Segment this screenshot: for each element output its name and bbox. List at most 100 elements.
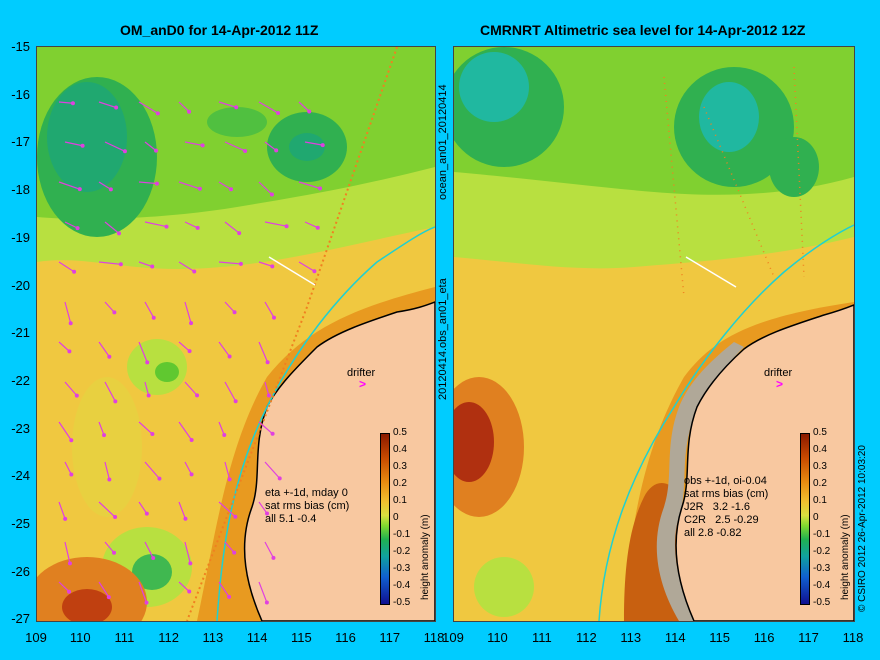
current-vector bbox=[98, 181, 112, 190]
current-vector-head bbox=[232, 310, 237, 315]
longitude-tick-label: 115 bbox=[709, 630, 731, 645]
current-vector-head bbox=[112, 310, 117, 315]
anomaly-low-west-core bbox=[47, 82, 127, 192]
right-map-panel: obs +-1d, oi-0.04 sat rms bias (cm) J2R … bbox=[453, 46, 855, 622]
current-vector bbox=[258, 261, 273, 267]
colorbar-tick-label: 0 bbox=[393, 512, 399, 523]
latitude-tick-label: -23 bbox=[11, 420, 30, 436]
anomaly-low-ne bbox=[769, 137, 819, 197]
current-vector bbox=[264, 541, 274, 559]
longitude-tick-label: 114 bbox=[664, 630, 686, 645]
longitude-tick-label: 114 bbox=[246, 630, 268, 645]
current-vector-head bbox=[146, 393, 151, 398]
current-vector bbox=[178, 261, 195, 273]
current-vector-head bbox=[277, 476, 282, 481]
current-vector bbox=[298, 261, 315, 272]
current-vector-head bbox=[234, 105, 239, 110]
current-vector bbox=[64, 381, 78, 396]
colorbar-tick-label: -0.5 bbox=[813, 597, 831, 608]
current-vector bbox=[58, 181, 80, 190]
current-vector bbox=[224, 461, 231, 480]
current-vector bbox=[264, 141, 277, 151]
current-vector-head bbox=[67, 561, 72, 566]
current-vector-head bbox=[200, 143, 205, 148]
latitude-tick-label: -24 bbox=[11, 468, 30, 484]
current-vector-head bbox=[274, 148, 279, 153]
current-vector-head bbox=[108, 187, 113, 192]
right-map-title: CMRNRT Altimetric sea level for 14-Apr-2… bbox=[480, 22, 806, 38]
current-vector-head bbox=[318, 186, 323, 191]
current-vector-head bbox=[276, 111, 281, 115]
longitude-tick-label: 113 bbox=[620, 630, 642, 645]
colorbar-tick-label: -0.4 bbox=[813, 580, 831, 591]
colorbar-tick-label: 0.5 bbox=[393, 427, 407, 438]
colorbar-tick-label: 0.1 bbox=[813, 495, 827, 506]
longitude-tick-label: 112 bbox=[575, 630, 597, 645]
current-vector-head bbox=[67, 589, 72, 594]
current-vector-head bbox=[187, 349, 192, 354]
latitude-tick-label: -20 bbox=[11, 277, 30, 293]
current-vector bbox=[98, 101, 117, 109]
current-vector bbox=[178, 181, 201, 190]
current-vector-head bbox=[150, 432, 155, 437]
longitude-tick-label: 116 bbox=[753, 630, 775, 645]
longitude-tick-label: 112 bbox=[158, 630, 180, 645]
current-vector-head bbox=[265, 511, 270, 516]
colorbar-tick-label: -0.4 bbox=[393, 580, 411, 591]
colorbar-tick-label: -0.3 bbox=[813, 563, 831, 574]
current-vector bbox=[224, 301, 235, 313]
current-vector bbox=[144, 541, 154, 559]
current-vector bbox=[104, 301, 115, 313]
current-vector bbox=[224, 541, 235, 553]
masked-shelf bbox=[656, 342, 744, 621]
current-vector bbox=[58, 421, 72, 441]
drifter-track bbox=[685, 256, 737, 288]
current-vector-head bbox=[80, 143, 85, 148]
current-vector bbox=[184, 301, 192, 324]
longitude-tick-label: 115 bbox=[290, 630, 312, 645]
longitude-tick-label: 109 bbox=[25, 630, 47, 645]
colorbar-tick-label: 0.3 bbox=[393, 461, 407, 472]
current-vector bbox=[218, 261, 241, 265]
current-vector-head bbox=[232, 550, 237, 555]
latitude-tick-label: -17 bbox=[11, 134, 30, 150]
current-vector bbox=[298, 101, 310, 112]
colorbar-tick-label: -0.3 bbox=[393, 563, 411, 574]
current-vector-head bbox=[145, 360, 150, 365]
current-vector-head bbox=[68, 321, 73, 326]
current-vector-head bbox=[111, 550, 116, 555]
current-vector bbox=[64, 141, 83, 147]
current-vector bbox=[138, 501, 148, 514]
current-vector bbox=[178, 101, 190, 113]
current-vector bbox=[184, 141, 203, 147]
current-vector-head bbox=[266, 393, 271, 398]
current-vector bbox=[224, 221, 240, 234]
current-vector bbox=[98, 341, 110, 358]
right-drifter-arrow: > bbox=[776, 377, 784, 391]
anomaly-low-south-1 bbox=[155, 362, 179, 382]
current-vector bbox=[98, 261, 121, 265]
current-vector-head bbox=[227, 354, 232, 359]
current-vector-head bbox=[77, 187, 82, 192]
satellite-tracks bbox=[663, 66, 805, 298]
current-vector bbox=[58, 581, 70, 593]
current-vector-head bbox=[74, 393, 79, 398]
current-vector bbox=[184, 221, 198, 229]
colorbar-tick-label: -0.2 bbox=[393, 546, 411, 557]
current-vector bbox=[138, 581, 148, 603]
right-colorbar bbox=[800, 433, 810, 605]
current-vector bbox=[64, 541, 71, 564]
obs-run-label: 20120414.obs_an01_eta bbox=[437, 278, 449, 400]
current-vector bbox=[144, 221, 167, 228]
left-colorbar bbox=[380, 433, 390, 605]
current-vector-head bbox=[164, 224, 169, 229]
current-vector bbox=[258, 181, 273, 195]
current-vector bbox=[98, 501, 116, 518]
colorbar-tick-label: 0.5 bbox=[813, 427, 827, 438]
shelf-contour bbox=[598, 224, 854, 621]
current-vector-head bbox=[269, 192, 274, 197]
longitude-tick-label: 111 bbox=[531, 630, 552, 645]
current-vector-head bbox=[183, 516, 188, 521]
longitude-tick-label: 109 bbox=[442, 630, 464, 645]
current-vector-head bbox=[320, 143, 325, 148]
